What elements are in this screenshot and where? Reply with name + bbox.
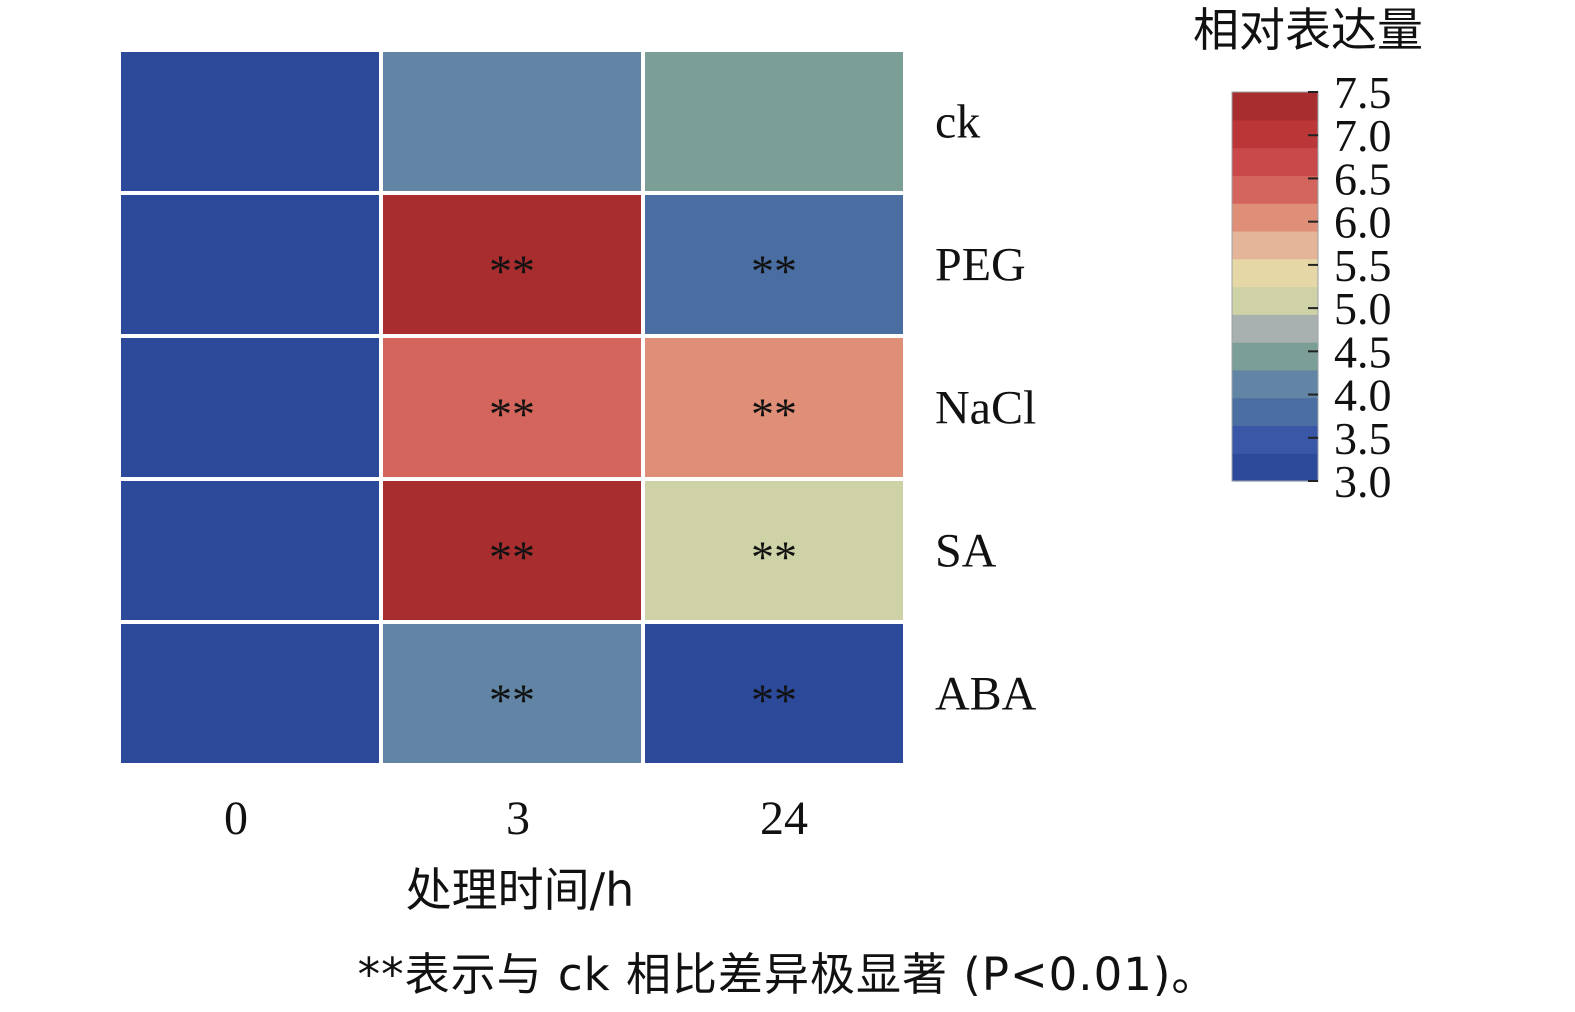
colorbar-tick-label: 5.5 [1334, 240, 1392, 291]
colorbar-segment [1232, 314, 1318, 343]
significance-mark: ** [489, 246, 535, 297]
column-label: 3 [506, 792, 530, 845]
colorbar-tick-label: 5.0 [1334, 283, 1392, 334]
heatmap-cell [645, 624, 903, 763]
column-label: 24 [760, 792, 808, 845]
colorbar-segment [1232, 369, 1318, 399]
colorbar-tick-label: 3.5 [1334, 413, 1392, 464]
colorbar-tick-label: 7.0 [1334, 110, 1392, 161]
row-labels: ck PEG NaCl SA ABA [935, 96, 1037, 721]
colorbar-tick-label: 4.0 [1334, 370, 1392, 421]
heatmap-cells: ** ** ** ** ** ** ** ** [121, 52, 903, 763]
colorbar-segment [1232, 258, 1318, 288]
colorbar-segment [1232, 203, 1318, 232]
x-axis-title: 处理时间/h [406, 863, 635, 917]
colorbar-segment [1232, 175, 1318, 204]
colorbar-segment [1232, 286, 1318, 315]
row-label: SA [935, 525, 997, 578]
column-labels: 0 3 24 [224, 792, 808, 845]
colorbar-frame [1231, 91, 1319, 482]
colorbar-segment [1232, 230, 1318, 260]
column-label: 0 [224, 792, 248, 845]
colorbar-tick-label: 6.0 [1334, 197, 1392, 248]
colorbar-segment [1232, 147, 1318, 176]
heatmap-cell [121, 481, 379, 620]
colorbar-segment [1232, 119, 1318, 149]
heatmap-cell [383, 195, 641, 334]
heatmap-cell [383, 338, 641, 477]
row-label: ABA [935, 668, 1037, 721]
significance-mark: ** [489, 532, 535, 583]
heatmap-cell [383, 481, 641, 620]
colorbar-segment [1232, 342, 1318, 371]
heatmap-cell [645, 52, 903, 191]
significance-mark: ** [751, 532, 797, 583]
heatmap-cell [121, 52, 379, 191]
significance-mark: ** [751, 389, 797, 440]
heatmap-cell [645, 195, 903, 334]
heatmap-cell [383, 52, 641, 191]
colorbar-segment [1232, 92, 1318, 121]
heatmap-cell [121, 338, 379, 477]
colorbar-segment [1232, 453, 1318, 482]
significance-mark: ** [751, 675, 797, 726]
significance-mark: ** [489, 389, 535, 440]
colorbar-segment [1232, 397, 1318, 427]
significance-note: **表示与 ck 相比差异极显著 (P<0.01)。 [357, 948, 1218, 1001]
heatmap-cell [383, 624, 641, 763]
colorbar-title: 相对表达量 [1193, 3, 1423, 57]
row-label: NaCl [935, 382, 1036, 435]
colorbar-tick-label: 4.5 [1334, 326, 1392, 377]
heatmap-cell [121, 195, 379, 334]
colorbar: 7.57.06.56.05.55.04.54.03.53.0 [1231, 67, 1392, 507]
heatmap-cell [645, 481, 903, 620]
row-label: PEG [935, 239, 1026, 292]
colorbar-tick-label: 3.0 [1334, 456, 1392, 507]
significance-mark: ** [489, 675, 535, 726]
significance-mark: ** [751, 246, 797, 297]
heatmap-cell [121, 624, 379, 763]
colorbar-tick-label: 7.5 [1334, 67, 1392, 118]
heatmap-cell [645, 338, 903, 477]
colorbar-segment [1232, 425, 1318, 454]
row-label: ck [935, 96, 980, 149]
colorbar-tick-label: 6.5 [1334, 153, 1392, 204]
